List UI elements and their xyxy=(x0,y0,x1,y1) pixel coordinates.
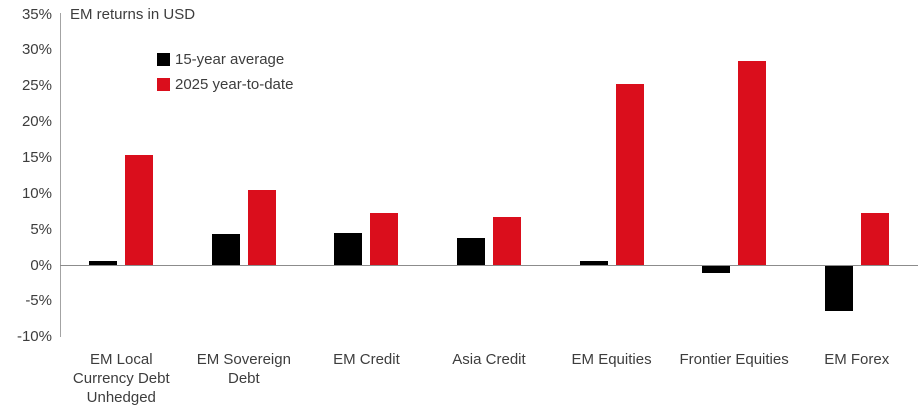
bar-15-year-average-em-local-currency-debt-unhedged xyxy=(89,260,118,265)
zero-baseline xyxy=(60,265,918,266)
y-axis-line xyxy=(60,13,61,337)
bar-2025-year-to-date-em-forex xyxy=(860,213,889,265)
legend-label-2025-ytd: 2025 year-to-date xyxy=(175,75,294,93)
bar-2025-year-to-date-asia-credit xyxy=(493,216,521,265)
x-axis-category-label: EM Local Currency Debt Unhedged xyxy=(72,351,170,406)
legend-item-2025-ytd: 2025 year-to-date xyxy=(157,74,293,94)
bar-15-year-average-em-equities xyxy=(579,260,608,265)
x-axis-category-label: Asia Credit xyxy=(452,351,526,368)
x-axis-category-label: EM Forex xyxy=(824,351,890,368)
bar-2025-year-to-date-em-credit xyxy=(370,213,399,265)
y-axis-tick-label: 30% xyxy=(21,41,52,59)
bar-15-year-average-em-forex xyxy=(824,266,853,312)
y-axis-tick-label: -5% xyxy=(25,292,52,310)
bar-15-year-average-asia-credit xyxy=(457,237,485,265)
x-axis-category-label: EM Sovereign Debt xyxy=(196,351,291,387)
legend-label-15-year-average: 15-year average xyxy=(175,50,285,68)
y-axis-tick-label: -10% xyxy=(16,328,52,346)
y-axis-tick-label: 5% xyxy=(30,220,52,238)
y-axis-tick-label: 15% xyxy=(21,148,52,166)
bar-2025-year-to-date-frontier-equities xyxy=(738,60,767,265)
chart-title: EM returns in USD xyxy=(70,6,196,23)
x-axis-category-label: EM Credit xyxy=(333,351,400,368)
legend-swatch-black xyxy=(157,52,170,66)
bar-15-year-average-em-sovereign-debt xyxy=(211,234,240,265)
y-axis-tick-label: 20% xyxy=(21,113,52,131)
legend-swatch-red xyxy=(157,77,170,91)
bar-15-year-average-em-credit xyxy=(334,233,363,265)
bar-15-year-average-frontier-equities xyxy=(702,266,731,274)
legend-item-15-year-average: 15-year average xyxy=(157,49,293,69)
bar-2025-year-to-date-em-equities xyxy=(615,84,644,265)
y-axis-tick-label: 0% xyxy=(30,256,52,274)
y-axis-tick-label: 25% xyxy=(21,77,52,95)
y-axis-tick-label: 35% xyxy=(21,5,52,23)
x-axis-category-label: Frontier Equities xyxy=(679,351,789,368)
y-axis-tick-label: 10% xyxy=(21,184,52,202)
x-axis-category-label: EM Equities xyxy=(571,351,652,368)
bar-2025-year-to-date-em-sovereign-debt xyxy=(247,189,276,265)
legend: 15-year average 2025 year-to-date xyxy=(157,49,293,99)
bar-2025-year-to-date-em-local-currency-debt-unhedged xyxy=(125,155,154,265)
